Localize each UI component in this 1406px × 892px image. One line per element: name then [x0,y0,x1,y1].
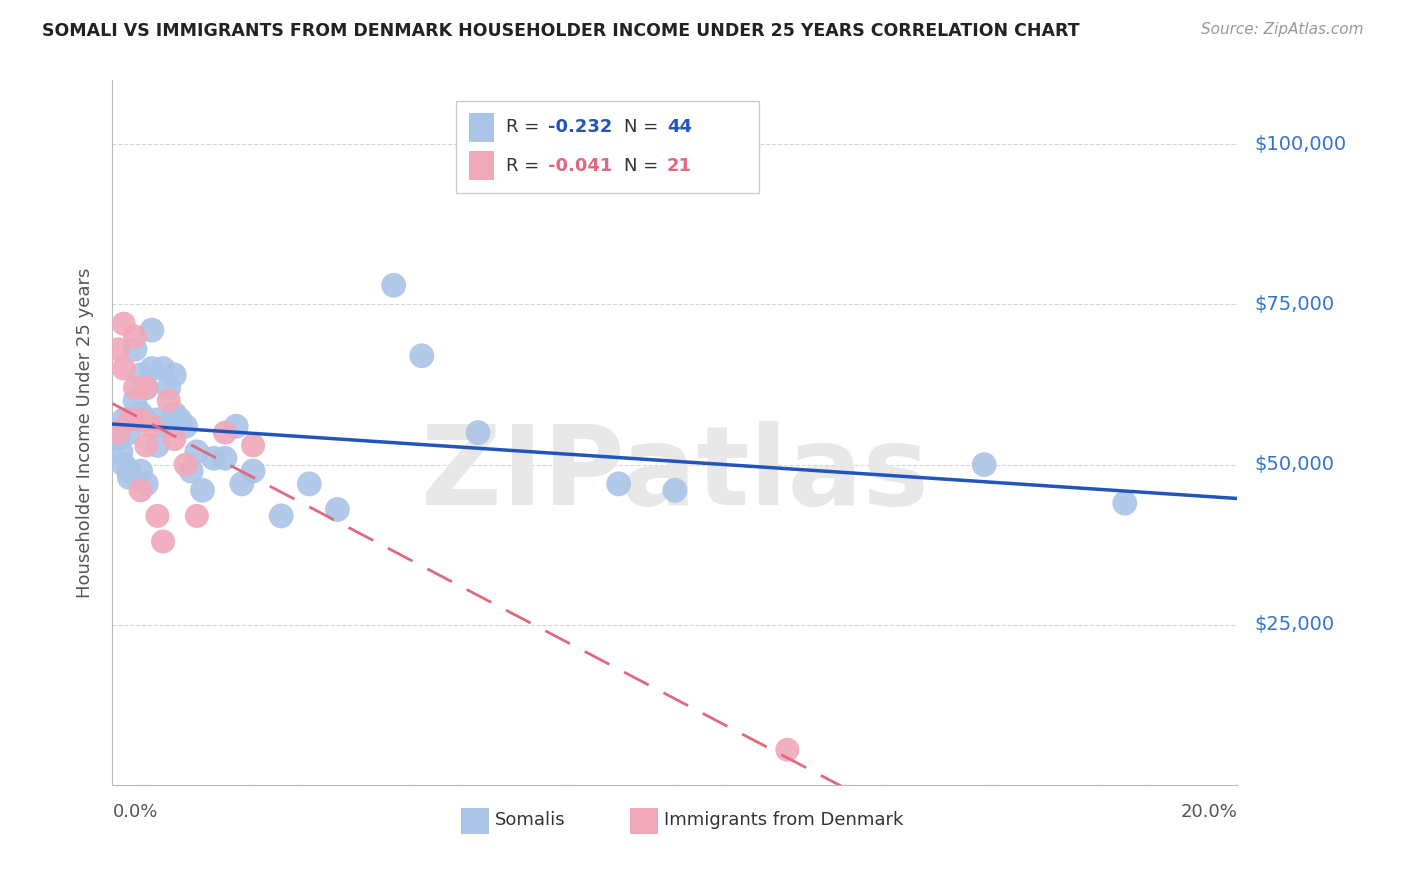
FancyBboxPatch shape [470,112,494,143]
Point [135,476,157,491]
Point [110,445,132,459]
Text: 20.0%: 20.0% [1181,803,1237,821]
Point [124,343,146,357]
Point [118,425,141,440]
Text: $100,000: $100,000 [1254,135,1347,153]
Text: N =: N = [624,119,664,136]
Text: R =: R = [506,157,546,175]
Text: 21: 21 [666,157,692,175]
Point [382,278,405,293]
Point [152,534,174,549]
Point [157,393,180,408]
Point [124,393,146,408]
Point [141,323,163,337]
Point [112,458,135,472]
Text: R =: R = [506,119,546,136]
Point [163,432,186,446]
Point [141,419,163,434]
Point [135,438,157,452]
FancyBboxPatch shape [630,807,658,834]
Point [107,425,129,440]
Point [118,470,141,484]
FancyBboxPatch shape [470,151,494,180]
Point [186,508,208,523]
Point [118,413,141,427]
Text: Source: ZipAtlas.com: Source: ZipAtlas.com [1201,22,1364,37]
Point [146,508,169,523]
FancyBboxPatch shape [461,807,489,834]
Text: ZIPatlas: ZIPatlas [420,421,929,528]
Point [242,438,264,452]
Point [326,502,349,516]
Point [973,458,995,472]
Point [124,381,146,395]
Point [135,381,157,395]
Point [776,742,799,756]
Point [112,361,135,376]
Point [146,438,169,452]
Point [135,381,157,395]
Point [214,451,236,466]
Point [186,445,208,459]
Point [157,381,180,395]
Point [107,432,129,446]
Point [202,451,225,466]
Point [411,349,433,363]
Text: 0.0%: 0.0% [112,803,157,821]
Point [270,508,292,523]
Point [607,476,630,491]
Text: 44: 44 [666,119,692,136]
Point [298,476,321,491]
Point [112,317,135,331]
Point [664,483,686,498]
Point [1114,496,1136,510]
Point [174,458,197,472]
Point [129,368,152,382]
Point [129,464,152,478]
Text: $25,000: $25,000 [1254,615,1334,634]
Text: $75,000: $75,000 [1254,295,1334,314]
Point [169,413,191,427]
Text: -0.041: -0.041 [548,157,612,175]
Text: -0.232: -0.232 [548,119,612,136]
Text: Immigrants from Denmark: Immigrants from Denmark [664,811,903,830]
Point [118,464,141,478]
Point [112,413,135,427]
Point [141,361,163,376]
Point [163,406,186,420]
Text: SOMALI VS IMMIGRANTS FROM DENMARK HOUSEHOLDER INCOME UNDER 25 YEARS CORRELATION : SOMALI VS IMMIGRANTS FROM DENMARK HOUSEH… [42,22,1080,40]
Point [242,464,264,478]
Point [163,368,186,382]
Text: Somalis: Somalis [495,811,565,830]
Point [467,425,489,440]
Point [146,413,169,427]
Point [129,483,152,498]
Point [124,329,146,343]
Point [214,425,236,440]
Point [129,406,152,420]
Point [191,483,214,498]
Point [174,419,197,434]
Point [129,413,152,427]
Text: N =: N = [624,157,664,175]
Point [231,476,253,491]
Point [152,361,174,376]
Point [107,343,129,357]
Y-axis label: Householder Income Under 25 years: Householder Income Under 25 years [76,268,94,598]
Point [157,419,180,434]
Point [180,464,202,478]
FancyBboxPatch shape [456,102,759,193]
Point [135,413,157,427]
Text: $50,000: $50,000 [1254,455,1334,475]
Point [225,419,247,434]
